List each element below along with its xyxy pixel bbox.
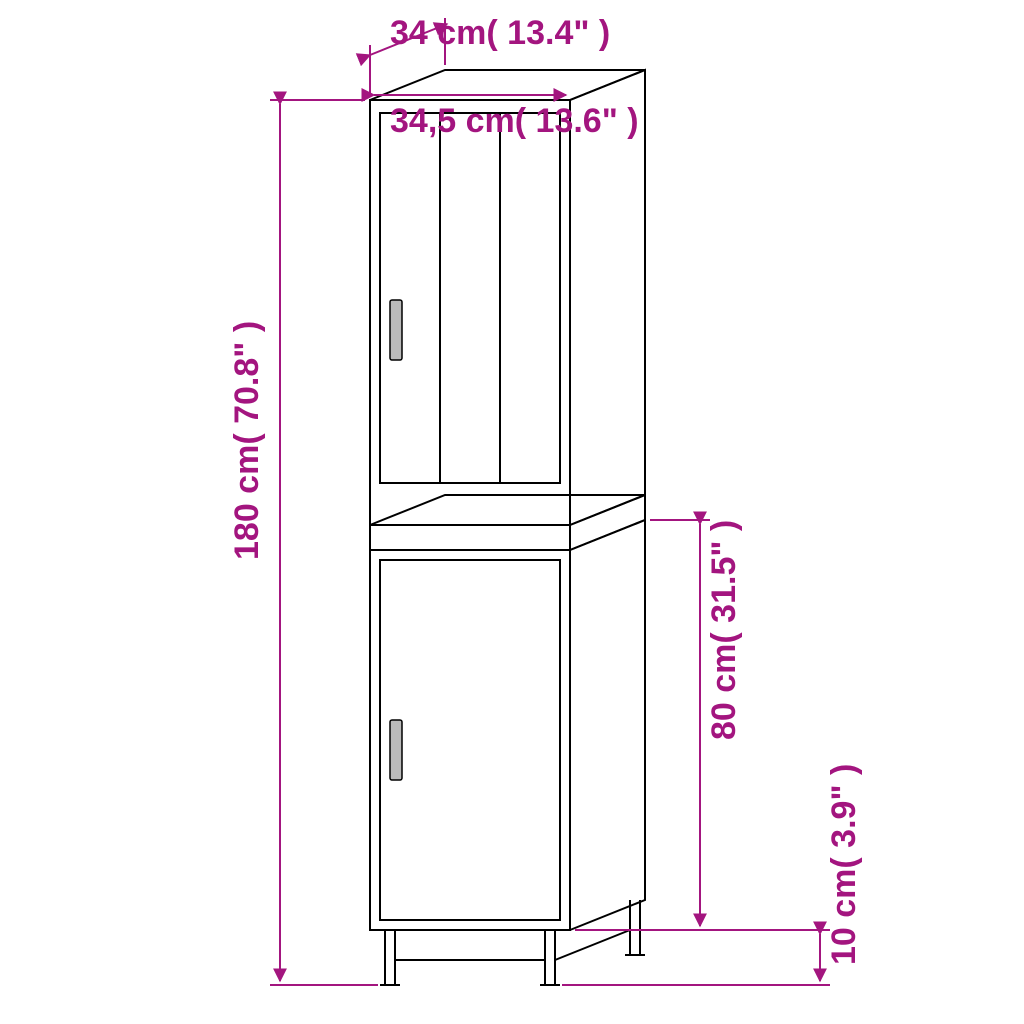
cabinet-dimension-diagram: 34 cm( 13.4" ) 34,5 cm( 13.6" ) 180 cm( … bbox=[0, 0, 1024, 1024]
cabinet-outline bbox=[370, 70, 645, 985]
dim-height-lower bbox=[575, 520, 710, 930]
dim-height-lower-text: 80 cm( 31.5" ) bbox=[705, 520, 743, 740]
dim-height-leg bbox=[562, 930, 830, 985]
door-handles bbox=[390, 300, 402, 780]
dim-depth-text: 34 cm( 13.4" ) bbox=[390, 14, 610, 52]
dim-height-leg-text: 10 cm( 3.9" ) bbox=[825, 764, 863, 965]
dim-height-total-text: 180 cm( 70.8" ) bbox=[228, 321, 266, 560]
dim-width-text: 34,5 cm( 13.6" ) bbox=[390, 102, 639, 140]
dim-height-total bbox=[270, 100, 378, 985]
